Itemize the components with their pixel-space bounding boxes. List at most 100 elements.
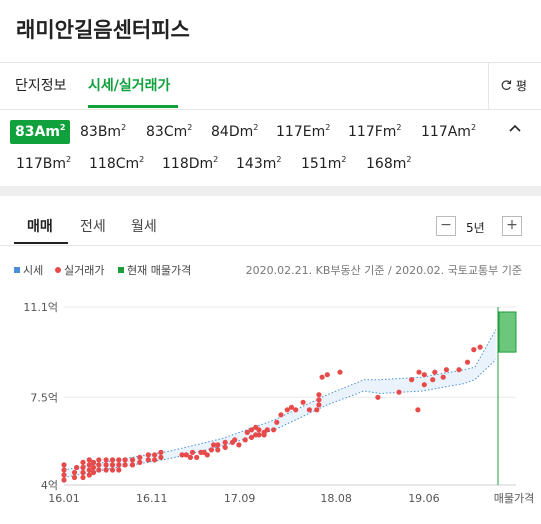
actual-trade-point: [274, 419, 280, 425]
area-chip-84d[interactable]: 84Dm2: [211, 123, 259, 140]
actual-trade-point: [319, 374, 325, 380]
actual-trade-point: [122, 462, 128, 468]
actual-trade-point: [61, 477, 67, 483]
period-increase-button[interactable]: +: [502, 216, 522, 236]
legend-listing-label: 현재 매물가격: [127, 264, 192, 277]
actual-trade-point: [293, 407, 299, 413]
actual-trade-point: [464, 359, 471, 365]
market-price-upper-line: [63, 329, 497, 471]
actual-trade-point: [284, 407, 290, 413]
actual-trade-point: [443, 367, 449, 373]
tab-monthly-rent[interactable]: 월세: [131, 219, 157, 235]
legend-listing-swatch: [118, 267, 124, 273]
actual-trade-point: [248, 434, 255, 440]
actual-trade-point: [109, 457, 116, 463]
tab-divider: [488, 62, 489, 109]
actual-trade-point: [314, 407, 320, 413]
tab-jeonse[interactable]: 전세: [80, 219, 106, 235]
actual-trade-point: [248, 427, 255, 433]
tab-price[interactable]: 시세/실거래가: [88, 78, 171, 94]
deal-tab-active-indicator: [14, 242, 68, 244]
area-chip-83b[interactable]: 83Bm2: [80, 123, 127, 140]
area-chip-151[interactable]: 151m2: [301, 155, 347, 172]
chart-legend: 시세 실거래가 현재 매물가격 2020.02.21. KB부동산 기준 / 2…: [0, 262, 541, 280]
actual-trade-point: [80, 459, 86, 465]
actual-trade-point: [145, 457, 151, 463]
actual-trade-point: [222, 439, 228, 445]
actual-trade-point: [242, 437, 248, 443]
x-tick-label: 16.01: [48, 492, 80, 505]
actual-trade-point: [179, 452, 185, 458]
legend-market-swatch: [14, 267, 20, 273]
legend-actual-swatch: [55, 267, 61, 273]
actual-trade-point: [61, 472, 67, 478]
legend-actual-label: 실거래가: [64, 264, 105, 277]
market-price-band: [64, 329, 496, 478]
area-chip-117b[interactable]: 117Bm2: [16, 155, 72, 172]
area-chip-118c[interactable]: 118Cm2: [89, 155, 145, 172]
actual-trade-point: [324, 372, 330, 378]
actual-trade-point: [158, 449, 164, 455]
x-tick-label-listing: 매물가격: [494, 492, 534, 505]
actual-trade-point: [90, 469, 97, 476]
actual-trade-point: [456, 367, 462, 373]
area-chip-117a[interactable]: 117Am2: [421, 123, 477, 140]
actual-trade-point: [421, 372, 427, 378]
area-chip-168[interactable]: 168m2: [366, 155, 412, 172]
actual-trade-point: [194, 454, 200, 460]
actual-trade-point: [183, 452, 189, 458]
area-chip-143[interactable]: 143m2: [236, 155, 282, 172]
actual-trade-point: [158, 454, 164, 460]
x-tick-label: 16.11: [136, 492, 168, 505]
legend-market-label: 시세: [23, 264, 44, 277]
tab-active-indicator: [88, 105, 178, 108]
actual-trade-point: [430, 377, 436, 383]
area-chip-117f[interactable]: 117Fm2: [348, 123, 402, 140]
actual-trade-point: [409, 377, 415, 383]
unit-toggle-button[interactable]: 평: [500, 77, 527, 94]
actual-trade-point: [86, 472, 92, 478]
actual-trade-point: [103, 462, 109, 468]
area-chip-118d[interactable]: 118Dm2: [162, 155, 219, 172]
listing-price-bar: [498, 311, 517, 353]
legend-actual: 실거래가: [55, 262, 104, 278]
actual-trade-point: [152, 457, 158, 463]
actual-trade-point: [415, 407, 421, 413]
actual-trade-point: [222, 444, 228, 450]
actual-trade-point: [137, 459, 143, 465]
actual-trade-point: [80, 474, 86, 481]
unit-toggle-label: 평: [515, 79, 527, 93]
actual-trade-point: [416, 369, 422, 375]
actual-trade-point: [189, 449, 196, 455]
y-tick-label: 7.5억: [30, 391, 58, 404]
actual-trade-point: [145, 452, 151, 458]
actual-trade-point: [187, 454, 193, 460]
app-header: 래미안길음센터피스: [0, 0, 541, 63]
actual-trade-point: [109, 467, 116, 473]
chevron-up-icon[interactable]: [507, 120, 523, 136]
main-tabs: 단지정보 시세/실거래가 평: [0, 62, 541, 110]
tab-complex-info[interactable]: 단지정보: [15, 78, 67, 94]
tab-sale[interactable]: 매매: [27, 219, 53, 235]
actual-trade-point: [80, 469, 86, 476]
area-chip-83a[interactable]: 83Am2: [10, 120, 71, 144]
actual-trade-point: [215, 442, 221, 448]
refresh-icon: [501, 80, 512, 90]
actual-trade-point: [129, 462, 136, 468]
actual-trade-point: [215, 447, 221, 453]
actual-trade-point: [396, 389, 402, 395]
actual-trade-point: [256, 432, 262, 438]
actual-trade-point: [86, 457, 92, 463]
actual-trade-point: [103, 467, 109, 473]
section-divider: [0, 186, 541, 196]
actual-trade-point: [278, 412, 284, 418]
period-decrease-button[interactable]: −: [436, 216, 456, 236]
area-chip-83c[interactable]: 83Cm2: [146, 123, 193, 140]
actual-trade-point: [61, 467, 67, 473]
actual-trade-point: [421, 382, 427, 388]
actual-trade-point: [90, 464, 97, 471]
actual-trade-point: [129, 457, 136, 463]
area-chip-117e[interactable]: 117Em2: [276, 123, 331, 140]
actual-trade-point: [96, 457, 102, 463]
